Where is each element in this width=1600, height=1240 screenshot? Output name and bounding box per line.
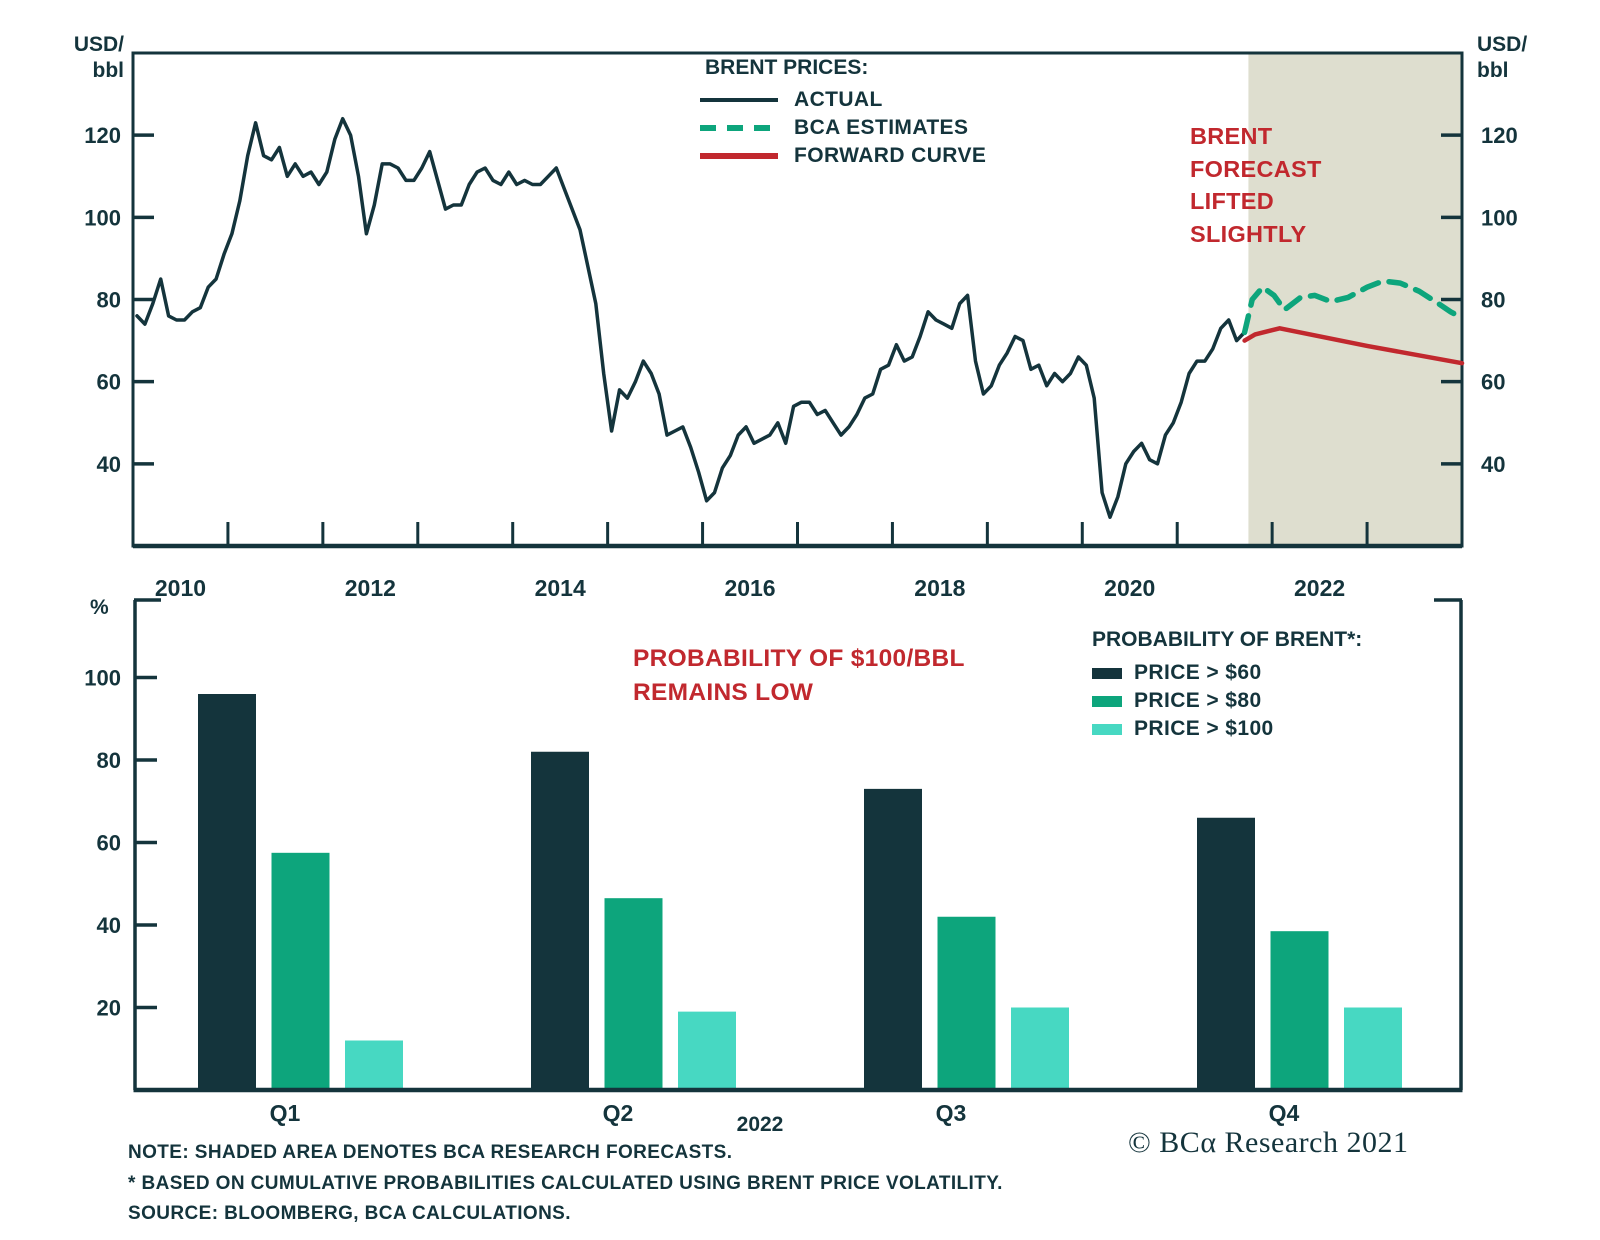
- annotation-line: BRENT: [1190, 123, 1273, 149]
- legend-label: ACTUAL: [794, 88, 883, 111]
- forward-curve-line-swatch: [700, 153, 778, 159]
- annotation-line: REMAINS LOW: [633, 679, 814, 706]
- bar-q1-price-60: [198, 694, 256, 1090]
- annotation-line: LIFTED: [1190, 188, 1275, 214]
- series-bca-estimates: [1241, 278, 1465, 336]
- axis-tick-label: 60: [1481, 370, 1505, 395]
- bca-research-logo: © BCα Research 2021: [1128, 1126, 1409, 1159]
- forecast-shaded-region: [1248, 54, 1462, 546]
- axis-unit-line: USD/: [73, 33, 124, 56]
- legend-label: FORWARD CURVE: [794, 144, 987, 167]
- legend-title: PROBABILITY OF BRENT*:: [1092, 628, 1363, 651]
- bar-q3-price-100: [1011, 1007, 1069, 1090]
- footer-notes: NOTE: SHADED AREA DENOTES BCA RESEARCH F…: [128, 1138, 1003, 1230]
- annotation-line: FORECAST: [1190, 155, 1322, 182]
- legend-label: BCA ESTIMATES: [794, 116, 969, 139]
- right-axis-unit: USD/ bbl: [1477, 32, 1547, 84]
- top-chart-legend: BRENT PRICES: ACTUAL BCA ESTIMATES FORWA…: [700, 56, 986, 170]
- axis-tick-label: 40: [97, 913, 121, 938]
- axis-tick-label: 2020: [1104, 575, 1155, 601]
- legend-label: PRICE > $100: [1134, 717, 1274, 740]
- axis-tick-label: 2012: [345, 575, 396, 601]
- bottom-chart-legend: PROBABILITY OF BRENT*: PRICE > $60 PRICE…: [1092, 628, 1362, 743]
- source-line: SOURCE: BLOOMBERG, BCA CALCULATIONS.: [128, 1203, 571, 1224]
- price-gt-60-swatch: [1092, 667, 1122, 679]
- series-forward-curve: [1242, 326, 1465, 366]
- estimates-dashed-line-swatch: [700, 125, 778, 131]
- axis-tick-label: Q3: [936, 1100, 967, 1126]
- axis-tick-label: 60: [97, 370, 121, 395]
- series-actual: [135, 116, 1247, 519]
- axis-tick-label: 100: [84, 666, 121, 691]
- left-axis-unit: USD/ bbl: [58, 32, 124, 84]
- axis-tick-label: 2018: [914, 575, 965, 601]
- legend-label: PRICE > $80: [1134, 689, 1262, 712]
- axis-unit-line: USD/: [1477, 33, 1528, 56]
- legend-item-bca-estimates: BCA ESTIMATES: [700, 114, 986, 142]
- axis-tick-label: 80: [97, 748, 121, 773]
- legend-label: PRICE > $60: [1134, 661, 1262, 684]
- bar-q2-price-60: [531, 751, 589, 1090]
- axis-tick-label: 100: [84, 205, 121, 230]
- axis-tick-label: 40: [1481, 452, 1505, 477]
- footnote-line: * BASED ON CUMULATIVE PROBABILITIES CALC…: [128, 1172, 1003, 1194]
- axis-tick-label: Q4: [1269, 1100, 1300, 1126]
- note-line: NOTE: SHADED AREA DENOTES BCA RESEARCH F…: [128, 1142, 733, 1163]
- price-gt-100-swatch: [1092, 723, 1122, 735]
- bar-q3-price-80: [937, 916, 996, 1090]
- annotation-line: PROBABILITY OF $100/BBL: [633, 645, 965, 672]
- percent-axis-label: %: [90, 596, 109, 619]
- bar-q4-price-60: [1197, 817, 1255, 1090]
- axis-tick-label: 80: [1481, 288, 1505, 313]
- axis-unit-line: bbl: [1477, 59, 1509, 82]
- x-axis-group-label: 2022: [736, 1113, 784, 1136]
- actual-line-swatch: [700, 98, 778, 102]
- legend-item-forward-curve: FORWARD CURVE: [700, 142, 986, 170]
- legend-item-price-gt-100: PRICE > $100: [1092, 715, 1362, 743]
- legend-title: BRENT PRICES:: [705, 56, 869, 79]
- axis-tick-label: 40: [97, 452, 121, 477]
- price-gt-80-swatch: [1092, 695, 1122, 707]
- bar-q4-price-80: [1270, 931, 1329, 1090]
- axis-tick-label: Q2: [603, 1100, 634, 1126]
- axis-tick-label: Q1: [270, 1100, 301, 1126]
- axis-tick-label: 100: [1481, 205, 1518, 230]
- bar-q1-price-80: [271, 852, 330, 1090]
- axis-tick-label: 60: [97, 831, 121, 856]
- bar-q3-price-60: [864, 788, 922, 1090]
- axis-tick-label: 2022: [1294, 575, 1345, 601]
- probability-annotation: PROBABILITY OF $100/BBL REMAINS LOW: [633, 642, 965, 710]
- forecast-annotation: BRENT FORECAST LIFTED SLIGHTLY: [1190, 120, 1322, 250]
- legend-item-actual: ACTUAL: [700, 86, 986, 114]
- bar-q1-price-100: [345, 1040, 403, 1090]
- axis-tick-label: 2010: [155, 575, 206, 601]
- bar-q2-price-100: [678, 1011, 736, 1090]
- annotation-line: SLIGHTLY: [1190, 220, 1307, 247]
- axis-tick-label: 2014: [535, 575, 586, 601]
- bar-q2-price-80: [604, 898, 663, 1090]
- axis-tick-label: 120: [1481, 123, 1518, 148]
- legend-item-price-gt-60: PRICE > $60: [1092, 659, 1362, 687]
- axis-tick-label: 120: [84, 123, 121, 148]
- legend-item-price-gt-80: PRICE > $80: [1092, 687, 1362, 715]
- axis-unit-line: bbl: [92, 59, 125, 82]
- axis-tick-label: 2016: [724, 575, 775, 601]
- axis-tick-label: 20: [97, 996, 121, 1021]
- bar-q4-price-100: [1344, 1007, 1402, 1090]
- axis-tick-label: 80: [97, 288, 121, 313]
